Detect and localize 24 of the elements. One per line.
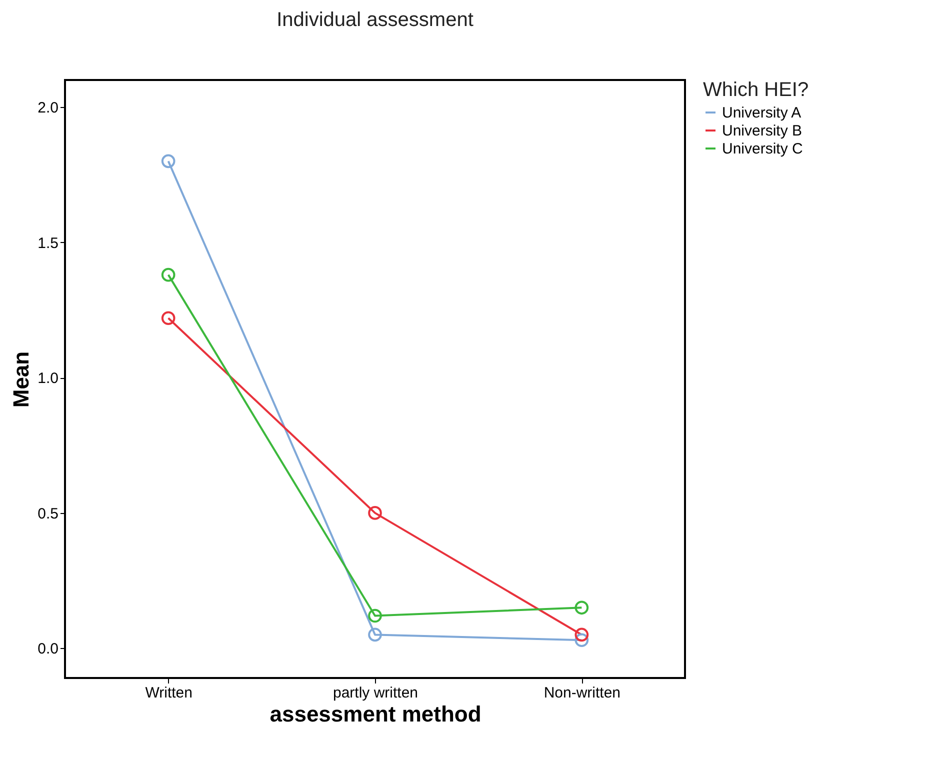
point: [574, 628, 589, 642]
legend-label: University B: [722, 122, 802, 140]
x-tick-label: Written: [145, 684, 192, 702]
point: [574, 633, 589, 648]
y-tick-label: 1.0: [38, 370, 58, 388]
legend-label: University C: [722, 140, 804, 158]
point: [368, 608, 382, 623]
point: [161, 311, 176, 326]
point: [161, 268, 176, 282]
y-tick-label: 0.5: [38, 505, 58, 522]
x-tick-label: partly written: [332, 684, 418, 702]
x-tick-label: Non-written: [544, 684, 621, 702]
y-tick-label: 0.0: [38, 640, 58, 658]
chart-title: Individual assessment: [276, 9, 474, 31]
point: [368, 628, 382, 642]
y-tick-label: 1.5: [38, 234, 58, 252]
y-tick-label: 2.0: [38, 100, 58, 117]
point: [161, 154, 176, 168]
point: [574, 600, 589, 615]
point: [368, 506, 382, 520]
y-axis-title: Mean: [8, 351, 34, 408]
legend-label: University A: [722, 104, 802, 122]
legend-title: Which HEI?: [703, 79, 809, 101]
x-axis-title: assessment method: [270, 702, 482, 726]
